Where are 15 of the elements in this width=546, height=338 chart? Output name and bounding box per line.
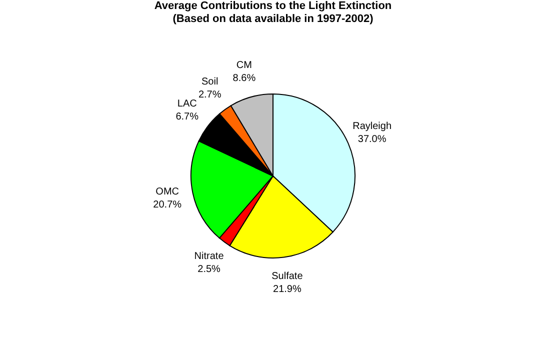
slice-label: Sulfate	[272, 271, 304, 282]
data-label: 21.9%	[273, 284, 302, 296]
slice-label: OMC	[156, 186, 180, 198]
slice-label: Soil	[202, 76, 218, 88]
data-label: 2.7%	[198, 89, 222, 100]
data-label: 2.5%	[198, 264, 221, 276]
data-label: 20.7%	[153, 199, 182, 210]
slice-label: LAC	[177, 98, 197, 110]
slice-label: CM	[236, 60, 252, 71]
slice-label: Rayleigh	[352, 120, 392, 132]
slice-label: Nitrate	[194, 251, 224, 262]
data-label: 37.0%	[358, 134, 386, 145]
chart-title: Average Contributions to the Light Extinction (Based on data available in 1997-2002)	[154, 0, 392, 25]
data-label: 6.7%	[176, 112, 199, 123]
data-label: 8.6%	[232, 72, 256, 84]
